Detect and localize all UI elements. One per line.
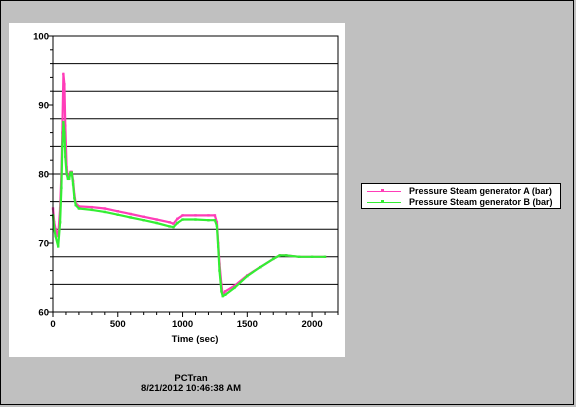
data-point (77, 205, 81, 208)
legend-label-b: Pressure Steam generator B (bar) (409, 197, 553, 207)
data-point (194, 214, 197, 217)
data-point (259, 265, 262, 269)
data-point (53, 228, 56, 231)
legend-label-a: Pressure Steam generator A (bar) (409, 186, 552, 196)
data-point (66, 177, 70, 181)
data-point (215, 221, 219, 224)
x-axis-label: Time (sec) (172, 334, 219, 345)
data-point (181, 218, 184, 221)
data-point (297, 255, 301, 258)
data-point (213, 219, 217, 222)
x-tick-label: 2000 (302, 319, 323, 330)
data-point (172, 225, 175, 229)
data-point (216, 245, 220, 248)
data-point (63, 131, 66, 134)
legend-swatch-b (367, 202, 401, 203)
data-point (176, 221, 179, 225)
y-tick-label: 70 (38, 239, 49, 250)
y-tick-label: 60 (38, 308, 49, 319)
y-tick-label: 90 (38, 101, 49, 112)
legend-entry-b: Pressure Steam generator B (bar) (365, 197, 557, 208)
x-tick-label: 0 (50, 319, 55, 330)
data-point (176, 217, 179, 221)
data-point (218, 269, 221, 272)
data-point (62, 72, 65, 76)
legend-marker-b (381, 200, 384, 203)
data-point (65, 172, 68, 176)
data-point (213, 214, 217, 217)
data-point (220, 290, 223, 293)
data-point (64, 155, 67, 158)
data-point (71, 183, 75, 186)
data-point (60, 186, 63, 189)
data-point (224, 293, 227, 296)
data-point (172, 222, 175, 225)
x-tick-label: 1500 (237, 319, 258, 330)
data-point (74, 203, 77, 207)
data-point (63, 83, 66, 86)
data-point (142, 215, 145, 218)
footer-timestamp: 8/21/2012 10:46:38 AM (141, 383, 241, 394)
data-point (58, 221, 62, 224)
data-point (224, 290, 227, 293)
y-tick-label: 80 (38, 170, 49, 181)
data-point (278, 254, 281, 257)
data-point (116, 210, 119, 213)
data-point (233, 284, 236, 287)
gridlines (53, 63, 338, 285)
data-point (54, 228, 57, 231)
legend: Pressure Steam generator A (bar) Pressur… (361, 183, 561, 209)
y-tick-label: 100 (33, 32, 49, 43)
data-point (181, 214, 184, 217)
data-point (56, 245, 60, 248)
data-point (155, 221, 158, 225)
data-point (70, 171, 73, 174)
data-point (90, 205, 94, 209)
series-group (51, 72, 327, 298)
data-point (62, 121, 65, 124)
data-point (64, 124, 67, 127)
data-point (207, 219, 210, 222)
data-point (284, 254, 288, 257)
data-point (168, 225, 171, 228)
data-point (246, 274, 249, 278)
legend-marker-a (381, 189, 384, 192)
data-point (215, 224, 219, 227)
data-point (310, 255, 314, 258)
data-point (54, 234, 57, 238)
data-point (103, 210, 107, 214)
data-point (116, 213, 119, 216)
data-point (207, 214, 210, 217)
legend-entry-a: Pressure Steam generator A (bar) (365, 186, 557, 197)
data-point (155, 218, 158, 221)
data-point (233, 286, 236, 290)
data-point (272, 257, 275, 261)
data-point (323, 255, 327, 258)
data-point (221, 294, 224, 298)
data-point (73, 196, 76, 200)
data-point (67, 177, 71, 181)
data-point (142, 219, 145, 222)
data-point (69, 171, 72, 174)
x-tick-label: 1000 (172, 319, 193, 330)
data-point (61, 145, 64, 148)
legend-swatch-a (367, 191, 401, 192)
data-point (77, 207, 81, 210)
data-point (90, 208, 94, 212)
data-point (129, 212, 132, 216)
axes (48, 35, 339, 317)
footer-app-name: PCTran (174, 373, 208, 384)
x-tick-label: 500 (110, 319, 126, 330)
data-point (129, 216, 132, 219)
data-point (103, 207, 107, 210)
data-point (194, 218, 197, 221)
data-point (168, 221, 171, 224)
